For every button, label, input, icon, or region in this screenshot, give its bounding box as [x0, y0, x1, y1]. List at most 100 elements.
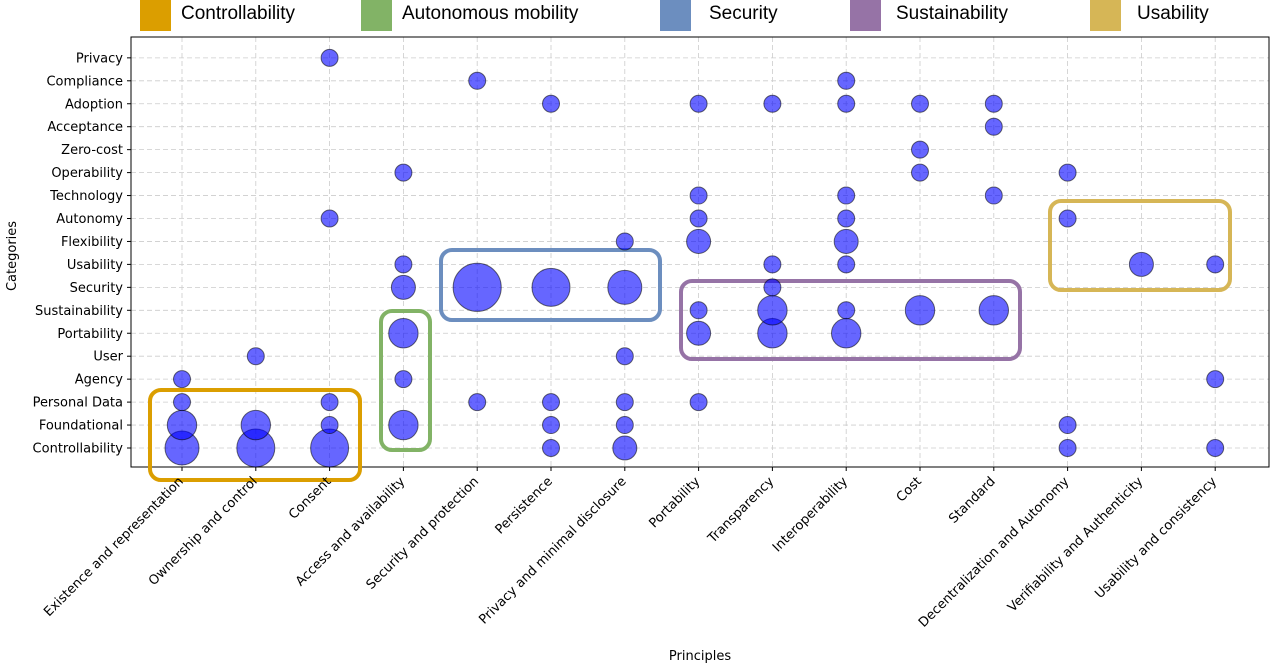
point-standard-acceptance — [984, 117, 1003, 136]
y-tick-label-acceptance: Acceptance — [47, 120, 123, 135]
point-portability-flexibility — [686, 228, 712, 254]
group-box-autonomous-mobility — [379, 309, 432, 452]
y-tick-label-agency: Agency — [75, 373, 124, 388]
legend-swatch-usability — [1090, 0, 1121, 31]
y-tick-label-sustainability: Sustainability — [35, 304, 123, 319]
point-interoperability-compliance — [837, 71, 856, 90]
group-box-usability — [1048, 199, 1232, 292]
point-privacy-and-minimal-disclosure-flexibility — [615, 232, 634, 251]
point-standard-adoption — [984, 94, 1003, 113]
point-interoperability-autonomy — [837, 209, 856, 228]
y-tick-label-compliance: Compliance — [46, 74, 123, 89]
point-portability-portability — [686, 320, 712, 346]
point-access-and-availability-usability — [394, 255, 413, 274]
point-privacy-and-minimal-disclosure-security — [607, 269, 643, 305]
y-tick-label-adoption: Adoption — [65, 97, 123, 112]
point-access-and-availability-portability — [388, 318, 419, 349]
point-portability-personal-data — [689, 393, 708, 412]
point-transparency-usability — [763, 255, 782, 274]
point-access-and-availability-agency — [394, 370, 413, 389]
point-access-and-availability-security — [390, 274, 416, 300]
y-tick-label-usability: Usability — [67, 258, 123, 273]
point-persistence-controllability — [542, 439, 560, 457]
group-box-sustainability — [679, 279, 1022, 361]
point-security-and-protection-security — [452, 262, 502, 312]
point-ownership-and-control-user — [246, 347, 265, 366]
x-tick-label-decentralization-and-autonomy: Decentralization and Autonomy — [916, 474, 1073, 631]
point-access-and-availability-operability — [394, 163, 413, 182]
x-axis-title: Principles — [669, 649, 731, 664]
x-tick-label-usability-and-consistency: Usability and consistency — [1092, 474, 1220, 602]
x-tick-label-interoperability: Interoperability — [770, 474, 851, 555]
point-security-and-protection-personal-data — [468, 393, 487, 412]
point-existence-and-representation-personal-data — [173, 393, 191, 412]
point-standard-technology — [984, 186, 1003, 205]
point-interoperability-usability — [837, 255, 856, 274]
point-portability-adoption — [689, 94, 708, 113]
legend-label-sustainability: Sustainability — [896, 3, 1008, 24]
point-cost-zero-cost — [911, 140, 929, 159]
point-persistence-adoption — [542, 94, 560, 113]
legend-swatch-autonomous-mobility — [361, 0, 392, 31]
x-tick-label-persistence: Persistence — [493, 474, 556, 537]
x-tick-label-verifiability-and-authenticity: Verifiability and Authenticity — [1005, 474, 1146, 615]
y-tick-label-privacy: Privacy — [76, 51, 123, 66]
point-decentralization-and-autonomy-operability — [1058, 163, 1077, 182]
y-tick-label-portability: Portability — [57, 327, 123, 342]
group-box-security — [439, 248, 662, 322]
point-persistence-personal-data — [542, 393, 560, 412]
y-tick-label-personal-data: Personal Data — [33, 396, 123, 411]
point-interoperability-adoption — [837, 94, 856, 113]
point-portability-sustainability — [689, 301, 708, 320]
point-persistence-foundational — [542, 416, 560, 435]
point-usability-and-consistency-controllability — [1206, 439, 1225, 457]
legend-label-security: Security — [709, 3, 778, 24]
point-decentralization-and-autonomy-controllability — [1058, 439, 1077, 457]
point-consent-controllability — [310, 428, 350, 468]
point-cost-sustainability — [904, 295, 936, 326]
y-tick-label-user: User — [93, 350, 123, 365]
y-tick-label-autonomy: Autonomy — [56, 212, 123, 227]
x-tick-label-cost: Cost — [894, 474, 925, 505]
x-tick-label-transparency: Transparency — [705, 474, 778, 547]
group-boxes — [148, 199, 1232, 482]
data-points — [164, 48, 1225, 468]
point-usability-and-consistency-agency — [1206, 370, 1225, 389]
y-axis-title: Categories — [5, 221, 20, 291]
point-interoperability-flexibility — [833, 228, 859, 254]
y-tick-label-flexibility: Flexibility — [61, 235, 123, 250]
point-interoperability-sustainability — [837, 301, 856, 320]
group-box-controllability — [148, 388, 362, 482]
legend-label-controllability: Controllability — [181, 3, 296, 24]
y-tick-label-operability: Operability — [51, 166, 123, 181]
point-existence-and-representation-foundational — [166, 409, 198, 441]
point-privacy-and-minimal-disclosure-foundational — [615, 416, 634, 435]
point-privacy-and-minimal-disclosure-controllability — [612, 435, 638, 461]
y-tick-label-controllability: Controllability — [33, 442, 124, 457]
point-ownership-and-control-foundational — [240, 409, 272, 441]
point-cost-adoption — [911, 94, 929, 113]
point-decentralization-and-autonomy-autonomy — [1058, 209, 1077, 228]
legend-swatch-controllability — [140, 0, 171, 31]
point-interoperability-portability — [830, 318, 862, 349]
point-transparency-security — [763, 278, 782, 297]
point-transparency-sustainability — [757, 295, 788, 326]
x-tick-label-existence-and-representation: Existence and representation — [41, 474, 187, 620]
x-tick-label-portability: Portability — [646, 474, 703, 531]
point-portability-autonomy — [689, 209, 708, 228]
point-cost-operability — [911, 163, 929, 182]
point-decentralization-and-autonomy-foundational — [1058, 416, 1077, 435]
point-standard-sustainability — [978, 295, 1010, 326]
point-consent-privacy — [320, 48, 339, 67]
plot-frame — [130, 36, 1270, 468]
y-tick-label-zero-cost: Zero-cost — [61, 143, 123, 158]
point-access-and-availability-foundational — [388, 409, 419, 441]
point-interoperability-technology — [837, 186, 856, 205]
point-consent-personal-data — [320, 393, 339, 412]
y-tick-labels: Controllability Foundational Personal Data… — [33, 51, 131, 457]
y-tick-label-security: Security — [70, 281, 124, 296]
y-tick-label-foundational: Foundational — [39, 419, 123, 434]
point-transparency-adoption — [763, 94, 782, 113]
